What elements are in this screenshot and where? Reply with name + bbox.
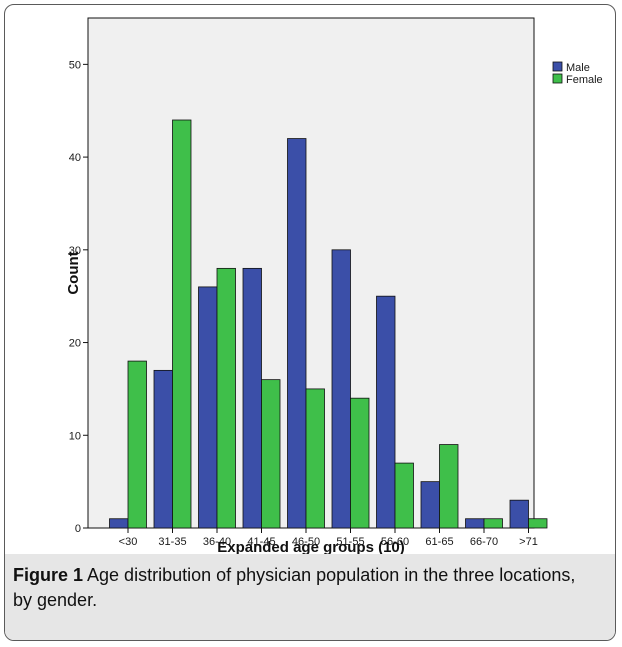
x-tick-label: 31-35 [158,536,186,548]
female-bar [305,388,325,529]
male-bar [465,518,485,529]
female-bar [261,379,281,529]
male-bar [153,369,173,529]
female-bar [439,444,459,529]
x-tick-label: >71 [519,536,538,548]
female-bar [127,360,147,529]
figure-label: Figure 1 [13,565,84,585]
figure-caption: Figure 1 Age distribution of physician p… [13,563,593,613]
male-bar [376,295,396,529]
legend-female-label: Female [566,74,603,86]
male-bar [109,518,129,529]
y-axis: 0 10 20 30 40 50 [69,59,88,535]
x-tick-label: <30 [119,536,138,548]
male-bar [331,249,351,529]
y-tick-label: 40 [69,152,81,164]
male-bar [420,481,440,529]
x-axis-title: Expanded age groups (10) [217,539,405,556]
female-bar [528,518,548,529]
female-bar [394,462,414,529]
bar-chart: 0 10 20 30 40 50 <30 31-35 36-40 41-45 46-50 51-55… [65,17,603,556]
female-bar [172,119,192,529]
y-tick-label: 30 [69,245,81,257]
x-tick-label: 66-70 [470,536,498,548]
y-tick-label: 20 [69,338,81,350]
legend-female-swatch [552,73,563,84]
y-tick-label: 50 [69,59,81,71]
caption-text: Age distribution of physician population… [13,565,576,610]
female-bar [216,267,236,529]
x-tick-label: 46-50 [292,536,320,548]
male-bar [509,499,529,529]
x-tick-label: 61-65 [425,536,453,548]
x-tick-label: 36-40 [203,536,231,548]
female-bar [483,518,503,529]
y-tick-label: 10 [69,430,81,442]
x-tick-label: 51-55 [336,536,364,548]
x-axis: <30 31-35 36-40 41-45 46-50 51-55 56-60 61-65 66… [119,528,538,548]
x-tick-label: 41-45 [247,536,275,548]
legend: Male Female [552,61,603,86]
male-bar [198,286,218,529]
female-bar [350,397,370,529]
x-tick-label: 56-60 [381,536,409,548]
male-bar [287,138,307,529]
caption-band [5,554,615,640]
legend-male-label: Male [566,62,590,74]
male-bar [242,267,262,529]
y-axis-title: Count [65,251,82,294]
y-tick-label: 0 [75,523,81,535]
bars [109,119,548,529]
legend-male-swatch [552,61,563,72]
